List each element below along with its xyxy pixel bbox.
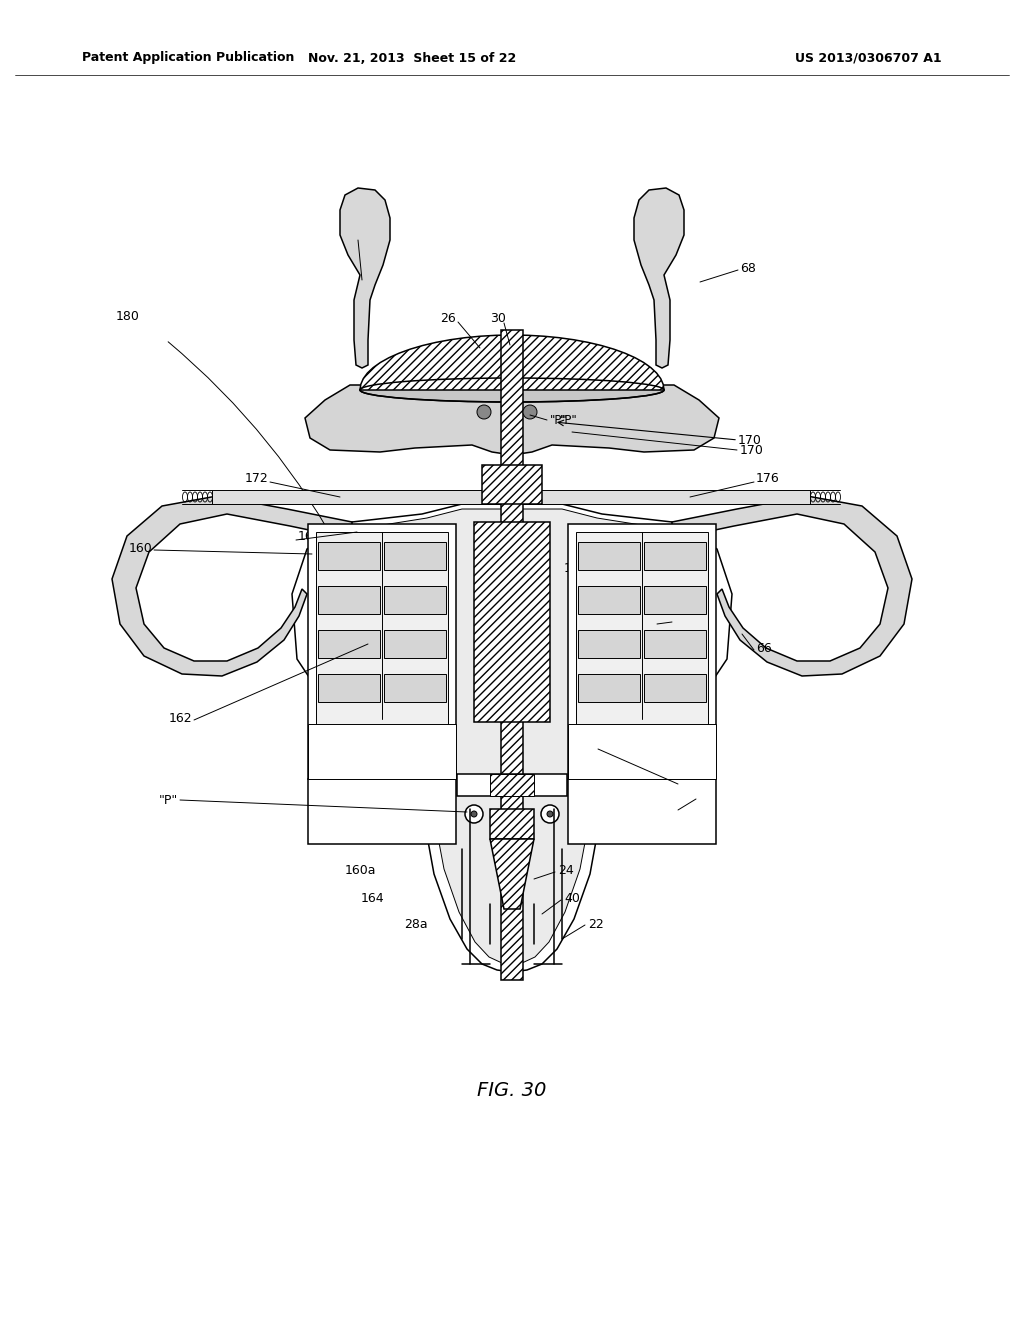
Text: 68: 68 (740, 261, 756, 275)
Text: US 2013/0306707 A1: US 2013/0306707 A1 (796, 51, 942, 65)
Text: 25: 25 (680, 801, 696, 814)
Ellipse shape (541, 805, 559, 822)
Text: 164: 164 (360, 891, 384, 904)
Text: 172: 172 (245, 471, 268, 484)
Ellipse shape (465, 805, 483, 822)
Bar (568, 524, 716, 779)
Bar (384, 675, 446, 702)
Bar (308, 779, 456, 843)
Bar (212, 490, 810, 504)
Text: 166: 166 (680, 776, 703, 788)
Text: 40: 40 (564, 891, 580, 904)
Bar (644, 586, 706, 614)
Text: Patent Application Publication: Patent Application Publication (82, 51, 294, 65)
Ellipse shape (471, 810, 477, 817)
Polygon shape (634, 187, 684, 368)
Bar (474, 521, 550, 722)
Text: 174: 174 (564, 562, 588, 576)
Text: "P": "P" (159, 793, 178, 807)
Text: 26: 26 (440, 312, 456, 325)
Text: 160a: 160a (344, 863, 376, 876)
Bar (490, 774, 534, 796)
Bar (578, 675, 640, 702)
Polygon shape (340, 187, 390, 368)
Bar (318, 675, 380, 702)
Bar (578, 586, 640, 614)
Polygon shape (312, 510, 712, 965)
Bar (316, 532, 449, 727)
Bar (384, 630, 446, 657)
Text: 170: 170 (738, 433, 762, 446)
Bar (568, 723, 716, 779)
Bar (644, 543, 706, 570)
Bar (644, 630, 706, 657)
Bar (578, 543, 640, 570)
Bar (482, 465, 542, 504)
Polygon shape (305, 385, 719, 455)
Text: 30: 30 (490, 312, 506, 325)
Bar (457, 774, 567, 796)
Text: 176: 176 (756, 471, 779, 484)
Bar (308, 723, 456, 779)
Text: 28a: 28a (404, 919, 428, 932)
Polygon shape (112, 496, 352, 676)
Text: 22: 22 (588, 917, 604, 931)
Text: 24: 24 (558, 863, 573, 876)
Bar (568, 779, 716, 843)
Text: "P": "P" (550, 413, 567, 426)
Text: 180: 180 (116, 309, 140, 322)
Text: 162: 162 (168, 711, 193, 725)
Bar (384, 543, 446, 570)
Ellipse shape (523, 405, 537, 418)
Bar (578, 630, 640, 657)
Text: 160: 160 (128, 541, 152, 554)
Bar (490, 809, 534, 840)
Ellipse shape (360, 378, 664, 403)
Polygon shape (490, 840, 534, 909)
Text: FIG. 30: FIG. 30 (477, 1081, 547, 1100)
Bar (575, 532, 708, 727)
Bar (318, 586, 380, 614)
Polygon shape (292, 504, 732, 972)
Ellipse shape (477, 405, 490, 418)
Text: Nov. 21, 2013  Sheet 15 of 22: Nov. 21, 2013 Sheet 15 of 22 (308, 51, 516, 65)
Text: 66: 66 (756, 642, 772, 655)
Bar (501, 330, 523, 979)
Text: 160b: 160b (298, 529, 330, 543)
Text: 170: 170 (740, 444, 764, 457)
Bar (384, 586, 446, 614)
Bar (318, 543, 380, 570)
Bar (644, 675, 706, 702)
Polygon shape (672, 496, 912, 676)
Polygon shape (360, 335, 664, 389)
Bar (308, 524, 456, 779)
Bar (318, 630, 380, 657)
Text: "P": "P" (560, 413, 578, 426)
Text: 38: 38 (674, 614, 690, 627)
Ellipse shape (547, 810, 553, 817)
